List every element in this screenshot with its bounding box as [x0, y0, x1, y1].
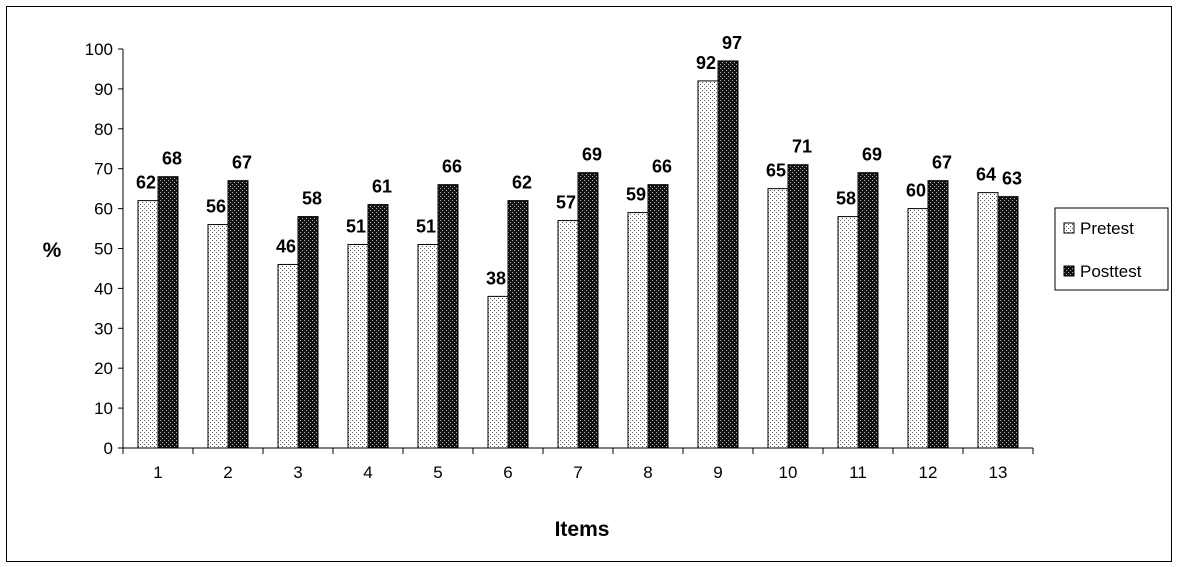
- data-label-posttest: 62: [512, 173, 532, 193]
- data-label-pretest: 62: [136, 173, 156, 193]
- bar-pretest: [767, 188, 789, 449]
- bar-posttest: [927, 180, 949, 449]
- x-tick-label: 1: [153, 463, 162, 482]
- legend: Pretest Posttest: [1054, 207, 1169, 291]
- bar-pretest: [557, 220, 579, 449]
- x-tick-label: 10: [779, 463, 798, 482]
- bar-posttest: [227, 180, 249, 449]
- bar-pretest: [417, 244, 439, 449]
- bar-posttest: [507, 200, 529, 449]
- bar-pretest: [207, 224, 229, 449]
- legend-label-pretest: Pretest: [1080, 219, 1134, 238]
- bar-pretest: [347, 244, 369, 449]
- x-tick-label: 4: [363, 463, 372, 482]
- y-tick-label: 90: [94, 80, 113, 99]
- bar-posttest: [577, 172, 599, 449]
- y-tick-label: 70: [94, 160, 113, 179]
- data-label-pretest: 58: [836, 189, 856, 209]
- data-label-posttest: 67: [232, 153, 252, 173]
- bar-posttest: [297, 216, 319, 449]
- data-label-posttest: 97: [722, 33, 742, 53]
- data-label-pretest: 59: [626, 185, 646, 205]
- y-tick-label: 60: [94, 200, 113, 219]
- bar-pretest: [837, 216, 859, 449]
- x-axis-title: Items: [555, 518, 610, 541]
- y-tick-label: 10: [94, 399, 113, 418]
- y-axis-title: %: [43, 239, 62, 262]
- data-label-posttest: 69: [582, 145, 602, 165]
- bar-pretest: [627, 212, 649, 449]
- legend-swatch-posttest: [1063, 265, 1075, 277]
- bar-posttest: [787, 164, 809, 449]
- bar-pretest: [137, 200, 159, 449]
- legend-swatch-pretest: [1063, 222, 1075, 234]
- x-tick-label: 7: [573, 463, 582, 482]
- data-label-pretest: 56: [206, 197, 226, 217]
- data-label-posttest: 66: [652, 157, 672, 177]
- data-label-pretest: 64: [976, 165, 996, 185]
- data-label-pretest: 92: [696, 53, 716, 73]
- bar-pretest: [977, 192, 999, 449]
- bar-pretest: [907, 208, 929, 449]
- data-label-posttest: 69: [862, 145, 882, 165]
- bar-posttest: [367, 204, 389, 449]
- bar-pretest: [277, 263, 299, 449]
- data-label-posttest: 63: [1002, 169, 1022, 189]
- data-label-posttest: 71: [792, 137, 812, 157]
- data-label-posttest: 61: [372, 177, 392, 197]
- y-tick-label: 0: [104, 439, 113, 458]
- x-tick-label: 3: [293, 463, 302, 482]
- bar-posttest: [717, 60, 739, 449]
- bar-posttest: [647, 184, 669, 449]
- bar-posttest: [997, 196, 1019, 449]
- bar-posttest: [157, 176, 179, 449]
- y-tick-label: 100: [85, 40, 113, 59]
- bar-pretest: [487, 295, 509, 449]
- data-label-posttest: 68: [162, 149, 182, 169]
- x-tick-label: 12: [919, 463, 938, 482]
- x-tick-label: 5: [433, 463, 442, 482]
- y-tick-label: 30: [94, 319, 113, 338]
- plot-area: 0102030405060708090100626815667246583516…: [85, 33, 1034, 482]
- data-label-pretest: 51: [416, 217, 436, 237]
- y-tick-label: 80: [94, 120, 113, 139]
- x-tick-label: 13: [989, 463, 1008, 482]
- y-tick-label: 40: [94, 279, 113, 298]
- data-label-pretest: 38: [486, 268, 506, 288]
- data-label-pretest: 57: [556, 193, 576, 213]
- legend-label-posttest: Posttest: [1080, 262, 1142, 281]
- x-tick-label: 9: [713, 463, 722, 482]
- data-label-posttest: 67: [932, 153, 952, 173]
- data-label-pretest: 46: [276, 236, 296, 256]
- x-tick-label: 11: [849, 463, 867, 482]
- y-tick-label: 50: [94, 240, 113, 259]
- data-label-pretest: 51: [346, 217, 366, 237]
- bar-pretest: [697, 80, 719, 449]
- data-label-posttest: 66: [442, 157, 462, 177]
- x-tick-label: 2: [223, 463, 232, 482]
- y-tick-label: 20: [94, 359, 113, 378]
- x-tick-label: 8: [643, 463, 652, 482]
- data-label-pretest: 65: [766, 161, 786, 181]
- bar-posttest: [437, 184, 459, 449]
- bar-posttest: [857, 172, 879, 449]
- data-label-posttest: 58: [302, 189, 322, 209]
- x-tick-label: 6: [503, 463, 512, 482]
- data-label-pretest: 60: [906, 181, 926, 201]
